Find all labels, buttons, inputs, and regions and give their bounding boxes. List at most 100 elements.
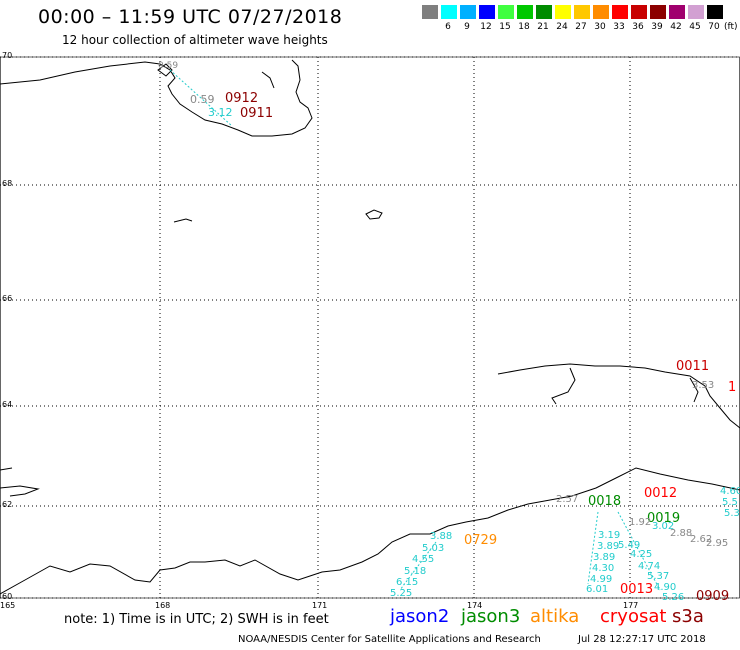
observation-label: 4.90 (654, 582, 677, 593)
observation-label: 0.59 (158, 61, 179, 71)
observation-label: 3.88 (430, 531, 453, 542)
lat-label-68: 68 (2, 179, 13, 188)
observation-label: 0.59 (190, 93, 215, 106)
colorbar-swatch (688, 5, 704, 19)
coastline-east-peninsula (497, 363, 740, 429)
observation-label: 0911 (240, 106, 274, 121)
island-small-2 (173, 218, 193, 223)
observation-label: 0013 (620, 582, 654, 597)
observation-label: 3.19 (598, 530, 621, 541)
coastline (0, 59, 740, 595)
lon-label-177: 177 (623, 601, 639, 610)
observation-label: 0909 (696, 589, 730, 604)
colorbar-swatch (555, 5, 571, 19)
observation-label: 4.30 (592, 563, 615, 574)
legend-jason2: jason2 (390, 606, 450, 627)
colorbar-swatch (536, 5, 552, 19)
colorbar-label: 39 (651, 22, 663, 32)
observation-label: 4.60 (720, 486, 740, 497)
colorbar-label: 18 (518, 22, 530, 32)
observation-label: 4.99 (590, 574, 613, 585)
legend-jason3: jason3 (461, 606, 521, 627)
observation-label: 5.49 (618, 540, 641, 551)
observation-label: 0019 (647, 511, 681, 526)
coastline-east-spit (689, 377, 699, 403)
colorbar-swatch (631, 5, 647, 19)
colorbar-unit: (ft) (724, 22, 738, 32)
observation-label: 4.74 (638, 561, 661, 572)
colorbar-swatch (612, 5, 628, 19)
coastline-east-inlet (551, 367, 576, 405)
satellite-tracks (169, 69, 661, 591)
legend-altika: altika (530, 606, 580, 627)
colorbar-swatch (650, 5, 666, 19)
colorbar-label: 21 (537, 22, 549, 32)
observation-label: 3.12 (208, 106, 233, 119)
observation-label: 3.89 (593, 552, 616, 563)
observation-label: 2.57 (556, 494, 579, 505)
observation-label: 5.03 (422, 543, 445, 554)
colorbar-label: 42 (670, 22, 682, 32)
colorbar-label: 6 (445, 22, 451, 32)
colorbar-label: 9 (464, 22, 470, 32)
colorbar-swatch (517, 5, 533, 19)
observation-label: 6.15 (396, 577, 419, 588)
generation-timestamp: Jul 28 12:27:17 UTC 2018 (578, 634, 706, 645)
observation-label: 2.95 (706, 538, 729, 549)
colorbar-label: 70 (708, 22, 720, 32)
lon-label-165: 165 (0, 601, 16, 610)
lat-label-62: 62 (2, 500, 13, 509)
colorbar-label: 27 (575, 22, 587, 32)
colorbar-label: 30 (594, 22, 606, 32)
page-title: 00:00 – 11:59 UTC 07/27/2018 (38, 6, 343, 28)
colorbar-swatch (574, 5, 590, 19)
observation-label: 1 (728, 380, 737, 395)
observation-label: 2.62 (690, 534, 713, 545)
coastline-west-stub-2 (0, 467, 13, 471)
colorbar-label: 24 (556, 22, 568, 32)
lat-label-64: 64 (2, 400, 13, 409)
observation-label: 5.25 (390, 588, 413, 599)
colorbar-label: 33 (613, 22, 625, 32)
observation-label: 1.92 (629, 517, 652, 528)
observation-label: 0912 (225, 91, 259, 106)
observation-label: 5.3 (724, 508, 740, 519)
colorbar-swatch (498, 5, 514, 19)
observation-label: 0018 (588, 494, 622, 509)
legend-s3a: s3a (672, 606, 704, 627)
colorbar-swatch (441, 5, 457, 19)
observation-label: 5.5 (722, 497, 738, 508)
coastline-north-spit (261, 71, 275, 89)
legend-cryosat: cryosat (600, 606, 667, 627)
colorbar-label: 12 (480, 22, 492, 32)
observation-label: 5.37 (647, 571, 670, 582)
colorbar-swatch (422, 5, 438, 19)
observation-label: 2.88 (670, 528, 693, 539)
lon-label-174: 174 (467, 601, 483, 610)
observation-label: 0011 (676, 359, 710, 374)
lat-label-66: 66 (2, 294, 13, 303)
observation-label: 5.18 (404, 566, 427, 577)
observation-label: 6.01 (586, 584, 609, 595)
coastline-west-stub (0, 485, 40, 497)
track-altika (399, 541, 437, 591)
observation-label: 3.02 (652, 521, 675, 532)
colorbar-label: 15 (499, 22, 511, 32)
track-jason3 (587, 511, 599, 585)
colorbar-swatch (593, 5, 609, 19)
observation-label: 3.89 (597, 541, 620, 552)
lon-label-168: 168 (155, 601, 171, 610)
track-north (169, 69, 233, 127)
colorbar-label: 36 (632, 22, 644, 32)
observation-label: 4.25 (630, 549, 653, 560)
observation-label: 0729 (464, 533, 498, 548)
credit-line: NOAA/NESDIS Center for Satellite Applica… (238, 634, 541, 645)
coastline-south-main (0, 467, 740, 595)
page-subtitle: 12 hour collection of altimeter wave hei… (62, 33, 328, 47)
lat-label-70: 70 (2, 51, 13, 60)
observation-label: 3.53 (692, 380, 715, 391)
lat-label-60: 60 (2, 592, 13, 601)
colorbar-label: 45 (689, 22, 701, 32)
lon-label-171: 171 (312, 601, 328, 610)
